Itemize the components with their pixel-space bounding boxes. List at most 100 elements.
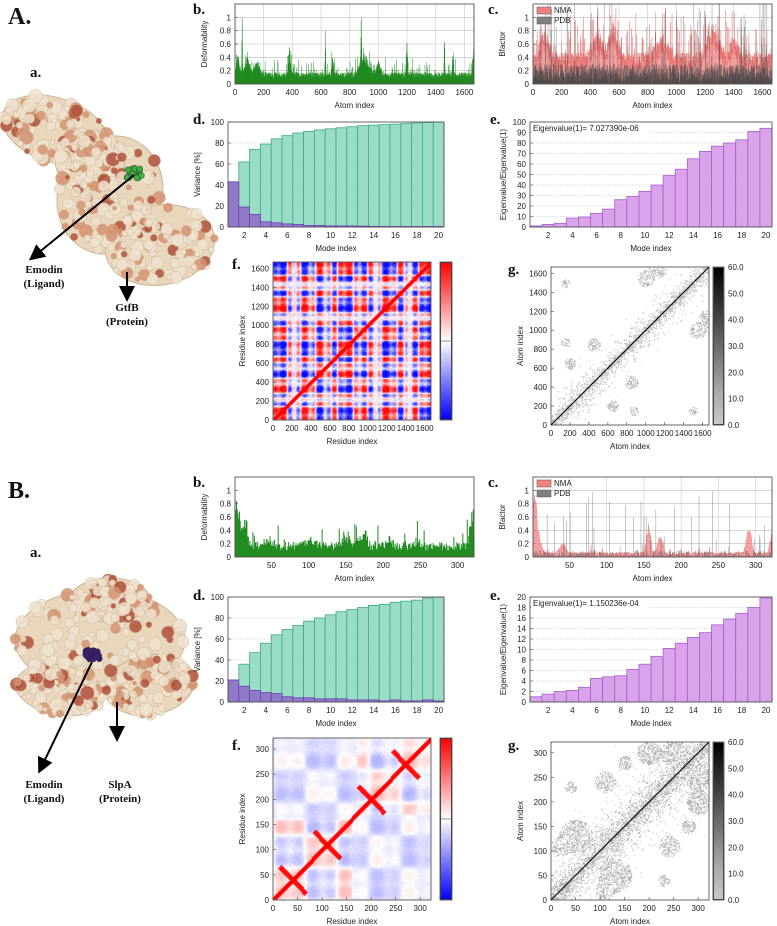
y-tick-label: 0.2	[220, 67, 232, 76]
x-tick-label: 12	[665, 231, 674, 240]
surface-atom	[81, 191, 92, 203]
bar-cumulative	[400, 123, 412, 228]
x-tick-label: 200	[285, 424, 299, 433]
surface-atom	[16, 140, 24, 147]
y-tick-label: 0.4	[518, 53, 530, 62]
bar-cumulative	[346, 126, 358, 228]
bar-eigenvalue-ratio	[553, 222, 567, 228]
x-tick-label: 1400	[427, 88, 445, 97]
bar-individual	[227, 181, 240, 228]
surface-atom	[132, 680, 137, 686]
surface-atom	[36, 110, 47, 121]
x-tick-label: 100	[593, 904, 607, 913]
surface-atom	[83, 234, 91, 242]
x-tick-label: 0	[549, 429, 554, 438]
x-tick-label: 2	[546, 706, 551, 715]
surface-atom	[123, 682, 130, 689]
y-tick-label: 100	[534, 847, 548, 856]
surface-atom	[150, 256, 164, 269]
surface-atom	[112, 205, 117, 211]
x-tick-label: 200	[563, 429, 577, 438]
y-axis-label: Bfactor	[498, 504, 507, 530]
x-tick-label: 8	[619, 706, 624, 715]
x-tick-label: 10	[326, 231, 335, 240]
x-tick-label: 250	[712, 561, 726, 570]
bar-cumulative	[378, 603, 391, 703]
bar-individual	[303, 697, 315, 703]
legend-label-pdb: PDB	[554, 16, 570, 25]
colorbar-frame	[712, 266, 725, 426]
y-tick-label: 0	[227, 553, 232, 562]
x-tick-label: 4	[570, 231, 575, 240]
bar-eigenvalue-ratio	[590, 212, 604, 228]
y-tick-label: 400	[256, 378, 270, 387]
surface-atom	[82, 111, 90, 119]
bar-eigenvalue-ratio	[602, 676, 616, 703]
bar-eigenvalue-ratio	[578, 686, 591, 703]
bar-individual	[249, 690, 261, 703]
x-axis-label: Atom index	[334, 574, 374, 583]
x-tick-label: 1600	[694, 429, 712, 438]
x-tick-label: 1000	[667, 88, 685, 97]
surface-atom	[70, 186, 82, 197]
y-tick-label: 60	[215, 635, 224, 644]
bar-cumulative	[411, 599, 423, 703]
eigenvalue-annotation: Eigenvalue(1)= 1.150236e-04	[533, 599, 639, 608]
y-tick-label: 0	[220, 698, 225, 707]
x-tick-label: 10	[640, 231, 649, 240]
x-tick-label: 200	[257, 88, 271, 97]
surface-atom	[120, 241, 128, 249]
y-tick-label: 0	[265, 416, 270, 425]
colorbar-tick-label: 10.0	[728, 395, 744, 404]
y-tick-label: 100	[256, 846, 270, 855]
y-tick-label: 1000	[251, 321, 269, 330]
surface-atom	[120, 250, 128, 258]
y-tick-label: 1	[525, 486, 530, 495]
subpanel-label-B-b: b.	[193, 475, 206, 491]
surface-atom	[79, 181, 88, 189]
x-tick-label: 8	[307, 706, 312, 715]
surface-atom	[15, 121, 24, 129]
bar-individual	[227, 679, 240, 703]
x-tick-label: 4	[264, 231, 269, 240]
x-tick-label: 1600	[416, 424, 434, 433]
bar-eigenvalue-ratio	[553, 691, 567, 703]
y-tick-label: 0	[522, 698, 527, 707]
x-tick-label: 12	[348, 231, 357, 240]
y-tick-label: 80	[215, 139, 224, 148]
x-tick-label: 300	[692, 904, 706, 913]
x-axis-label: Atom index	[334, 101, 374, 110]
y-tick-label: 10	[517, 646, 526, 655]
x-tick-label: 800	[342, 424, 356, 433]
subpanel-label-A-a: a.	[30, 65, 42, 81]
colorbar-tick-label: 60.0	[728, 738, 744, 747]
bar-cumulative	[367, 124, 380, 228]
bar-eigenvalue-ratio	[662, 175, 676, 228]
colorbar-tick-label: 20.0	[728, 843, 744, 852]
x-tick-label: 150	[618, 904, 632, 913]
y-tick-label: 70	[517, 150, 526, 159]
surface-atom	[110, 613, 120, 623]
x-tick-label: 1000	[637, 429, 655, 438]
surface-atom	[107, 243, 116, 252]
y-tick-label: 20	[517, 202, 526, 211]
surface-atom	[146, 273, 159, 286]
surface-atom	[122, 214, 134, 226]
x-tick-label: 10	[640, 706, 649, 715]
surface-atom	[180, 248, 187, 255]
surface-atom	[145, 621, 153, 628]
x-tick-label: 6	[285, 231, 290, 240]
x-tick-label: 50	[565, 561, 574, 570]
bar-eigenvalue-ratio	[711, 624, 725, 703]
bar-cumulative	[400, 600, 412, 703]
colorbar-tick-label: 30.0	[728, 817, 744, 826]
bar-cumulative	[378, 124, 391, 228]
surface-atom	[19, 130, 34, 145]
pdb-bfactor-series	[532, 491, 773, 557]
y-tick-label: 0	[525, 553, 530, 562]
surface-atom	[24, 148, 31, 155]
y-tick-label: 0	[265, 896, 270, 905]
y-axis-label: Bfactor	[498, 31, 507, 57]
x-axis-label: Atom index	[610, 917, 650, 926]
nma-bfactor-series	[532, 494, 773, 558]
